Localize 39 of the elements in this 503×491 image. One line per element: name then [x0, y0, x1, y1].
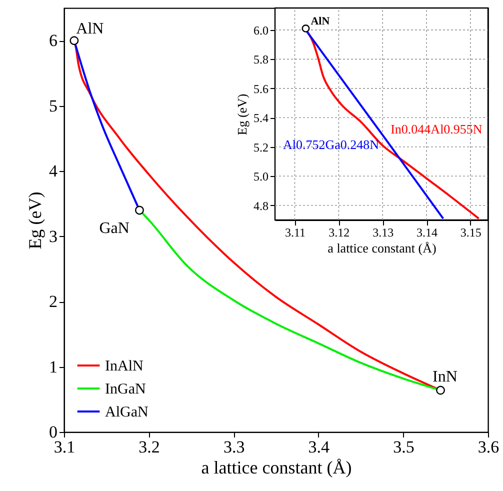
y-tick-label: 1 [49, 357, 58, 376]
x-tick-label: 3.12 [328, 226, 350, 240]
series-label: In0.044Al0.955N [390, 121, 483, 136]
y-tick-label: 3 [49, 226, 58, 246]
annotation: AlN [76, 20, 104, 38]
y-tick-label: 5.8 [254, 52, 268, 67]
y-tick-label: 5.4 [254, 111, 268, 126]
x-tick-label: 3.13 [372, 226, 394, 240]
y-tick-label: 5.2 [254, 140, 268, 154]
y-tick-label: 6.0 [254, 23, 268, 38]
annotation: InN [432, 368, 458, 386]
y-tick-label: 6 [49, 31, 58, 50]
x-tick-label: 3.5 [393, 438, 414, 456]
y-axis-title: Eg (eV) [234, 94, 250, 136]
y-tick-label: 5.0 [254, 170, 268, 184]
point [70, 36, 79, 46]
legend-label: AlGaN [105, 404, 148, 420]
y-tick-label: 4.8 [254, 198, 268, 213]
x-tick-label: 3.11 [284, 226, 306, 240]
point [436, 386, 445, 395]
series-label: Al0.752Ga0.248N [282, 137, 380, 152]
y-tick-label: 5.6 [254, 82, 268, 96]
x-axis-title: a lattice constant (Å) [201, 458, 352, 478]
x-tick-label: 3.6 [478, 438, 500, 456]
x-tick-label: 3.2 [138, 438, 160, 456]
x-axis-title: a lattice constant (Å) [328, 240, 436, 256]
point [135, 206, 144, 215]
y-tick-label: 5 [49, 96, 58, 116]
legend-label: InAlN [105, 358, 144, 374]
annotation: GaN [99, 220, 130, 238]
legend-label: InGaN [105, 382, 146, 398]
y-tick-label: 4 [49, 162, 58, 181]
x-tick-label: 3.3 [223, 438, 245, 456]
annotation: AlN [310, 15, 330, 28]
y-tick-label: 2 [49, 292, 58, 312]
x-tick-label: 3.4 [308, 438, 330, 456]
y-axis-title: Eg (eV) [25, 192, 45, 250]
x-tick-label: 3.15 [460, 226, 482, 240]
x-tick-label: 3.14 [416, 226, 438, 240]
